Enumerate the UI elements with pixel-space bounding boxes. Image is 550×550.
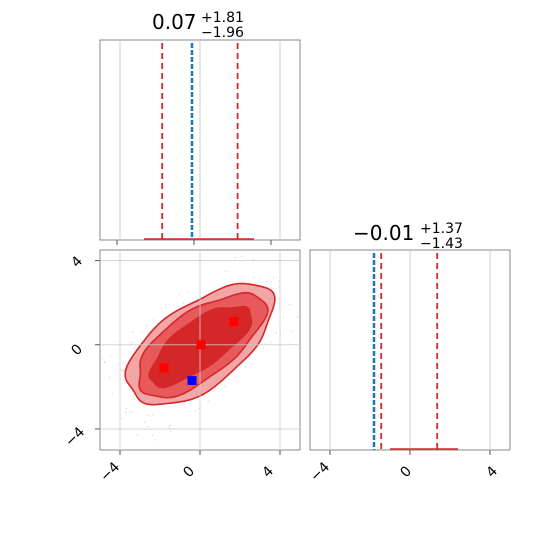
scatter-dot — [281, 316, 284, 318]
scatter-dot — [291, 330, 294, 332]
scatter-dot — [122, 370, 125, 373]
scatter-dot — [151, 413, 154, 416]
scatter-dot — [214, 387, 216, 389]
scatter-dot — [131, 341, 133, 343]
scatter-dot — [168, 426, 171, 429]
red-marker — [229, 317, 239, 327]
scatter-dot — [151, 434, 154, 437]
scatter-dot — [109, 354, 112, 357]
panel-2-xtick-label: 4 — [483, 463, 501, 481]
panel-1-title-value: 0.07 — [152, 10, 197, 34]
scatter-dot — [259, 277, 262, 280]
scatter-dot — [270, 340, 273, 343]
scatter-dot — [100, 350, 101, 352]
scatter-dot — [296, 315, 299, 318]
scatter-dot — [132, 347, 135, 349]
joint-markers — [159, 317, 239, 386]
red-marker — [159, 363, 169, 373]
scatter-dot — [116, 363, 119, 366]
scatter-dot — [207, 400, 209, 402]
panel-2-title-plus: +1.37 — [420, 221, 463, 237]
scatter-dot — [262, 347, 265, 349]
scatter-dot — [252, 258, 255, 261]
scatter-dot — [103, 361, 106, 364]
scatter-dot — [225, 270, 227, 273]
joint-xtick-label: 4 — [259, 463, 277, 481]
scatter-dot — [111, 392, 114, 395]
blue-marker — [187, 376, 197, 386]
panel-1-title-minus: −1.96 — [201, 25, 244, 41]
scatter-dot — [152, 318, 155, 320]
joint-ytick-label: −4 — [62, 424, 88, 450]
joint-panel — [99, 247, 301, 451]
scatter-dot — [103, 361, 106, 364]
scatter-dot — [136, 434, 139, 436]
red-marker — [196, 340, 206, 350]
panel-2-xtick-label: 0 — [397, 463, 415, 481]
joint-xtick-label: −4 — [97, 459, 123, 485]
panel-2-grid — [329, 250, 491, 450]
panel-2-xtick-label: −4 — [307, 459, 333, 485]
scatter-dot — [236, 380, 238, 382]
scatter-dot — [194, 410, 197, 412]
panel-2-xtick-labels: −4 0 4 — [307, 459, 501, 485]
joint-grid — [100, 250, 300, 450]
scatter-dot — [143, 421, 146, 423]
panel-2-title-value: −0.01 — [353, 221, 414, 245]
marginal-panel-2 — [309, 249, 511, 451]
panel-1-xticks — [116, 240, 272, 245]
joint-xtick-labels: −4 0 4 — [97, 459, 277, 485]
scatter-dot — [213, 389, 216, 392]
scatter-dot — [122, 368, 125, 371]
panel-2-title-minus: −1.43 — [420, 236, 463, 252]
scatter-dot — [244, 366, 247, 368]
scatter-dot — [147, 414, 149, 417]
scatter-dot — [121, 417, 124, 420]
marginal-panel-1 — [99, 39, 301, 245]
scatter-dot — [146, 425, 149, 428]
joint-ytick-label: 4 — [68, 253, 86, 271]
scatter-dot — [145, 324, 148, 327]
scatter-dot — [224, 385, 226, 387]
scatter-dot — [273, 276, 275, 279]
joint-xtick-label: 0 — [180, 463, 198, 481]
scatter-dot — [265, 281, 268, 283]
scatter-dot — [141, 330, 144, 333]
scatter-dot — [132, 331, 134, 333]
scatter-dot — [197, 407, 199, 410]
scatter-dot — [100, 381, 101, 383]
scatter-dot — [164, 306, 167, 309]
scatter-dot — [125, 407, 128, 410]
panel-1-title-plus: +1.81 — [201, 10, 244, 26]
scatter-dot — [101, 357, 103, 359]
scatter-dot — [123, 361, 125, 364]
scatter-dot — [124, 411, 127, 414]
scatter-dot — [187, 290, 190, 293]
scatter-dot — [248, 247, 250, 249]
scatter-dot — [240, 255, 243, 258]
scatter-dot — [113, 340, 116, 343]
scatter-dot — [288, 303, 291, 306]
joint-ytick-labels: 4 0 −4 — [62, 253, 88, 450]
scatter-dot — [275, 332, 277, 334]
scatter-dot — [205, 290, 208, 293]
scatter-dot — [108, 376, 111, 378]
scatter-dot — [169, 430, 172, 433]
panel-1-grid — [119, 40, 281, 240]
scatter-dot — [164, 303, 167, 306]
scatter-dot — [178, 293, 181, 296]
scatter-dot — [154, 439, 156, 441]
joint-ytick-label: 0 — [68, 341, 86, 359]
scatter-dot — [182, 302, 185, 304]
scatter-dot — [234, 257, 236, 259]
scatter-dot — [168, 424, 171, 427]
scatter-dot — [252, 276, 255, 279]
scatter-dot — [121, 369, 123, 371]
scatter-dot — [131, 410, 134, 413]
scatter-dot — [251, 362, 253, 365]
scatter-dot — [128, 411, 131, 413]
